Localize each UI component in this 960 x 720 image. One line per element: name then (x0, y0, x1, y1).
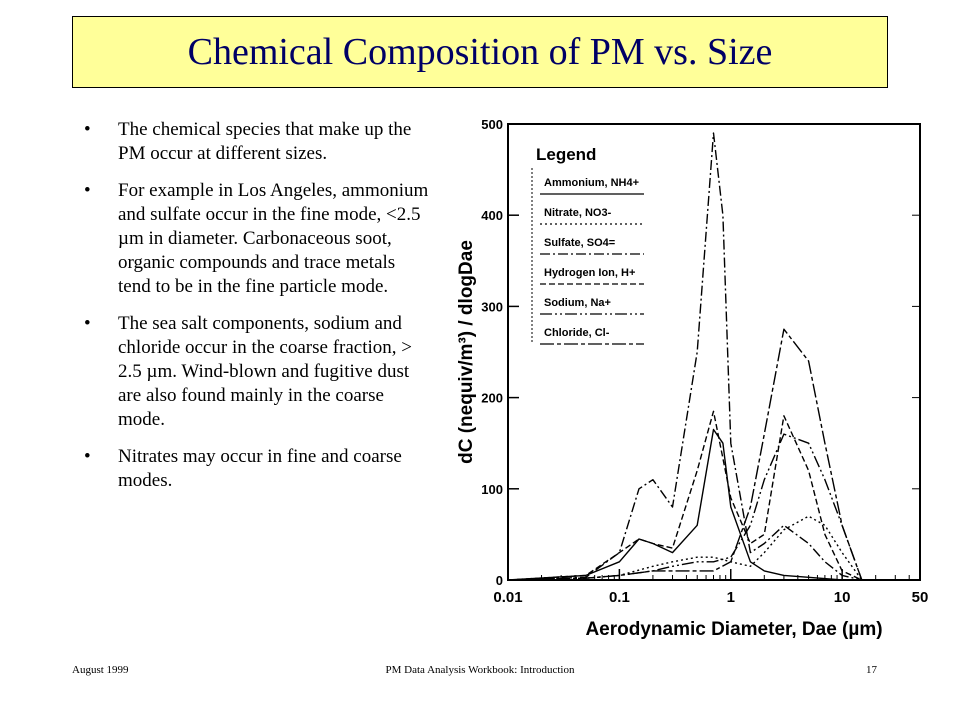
legend-title: Legend (536, 145, 596, 164)
series-line (507, 328, 863, 581)
legend-entry-label: Sulfate, SO4= (544, 237, 615, 249)
bullet-text: For example in Los Angeles, ammonium and… (118, 180, 429, 297)
slide-title: Chemical Composition of PM vs. Size (187, 31, 773, 73)
chart-container: 0.01 0.1 1 10 50 0 100 200 300 400 500 Aerodynamic … (452, 112, 942, 650)
y-axis-label: dC (nequiv/m³) / dlogDae (456, 240, 477, 464)
size-distribution-chart: 0.01 0.1 1 10 500100200300400500Aerodynamic … (456, 117, 929, 640)
bullet-text: The sea salt components, sodium and chlo… (118, 313, 412, 430)
x-tick-label: 0.1 (609, 589, 630, 606)
slide-title-box: Chemical Composition of PM vs. Size (72, 16, 888, 88)
y-tick-label: 400 (481, 208, 503, 223)
legend-entry-label: Hydrogen Ion, H+ (544, 267, 635, 279)
y-tick-label: 0 (496, 573, 503, 588)
x-tick-label: 10 (834, 589, 851, 606)
bullet-icon: • (84, 180, 91, 201)
legend-entry-label: Nitrate, NO3- (544, 207, 612, 219)
bullet-item: • Nitrates may occur in fine and coarse m… (84, 445, 432, 493)
footer-date: August 1999 (72, 664, 129, 676)
series-line (507, 428, 862, 581)
x-tick-label: 50 (912, 589, 929, 606)
bullet-icon: • (84, 313, 91, 334)
x-tick-label: 0.01 (493, 589, 522, 606)
legend-entry-label: Sodium, Na+ (544, 297, 611, 309)
y-tick-label: 500 (481, 117, 503, 132)
series-line (507, 132, 862, 581)
bullet-icon: • (84, 119, 91, 140)
bullet-icon: • (84, 446, 91, 467)
bullet-list: • The chemical species that make up the P… (84, 118, 432, 506)
y-tick-label: 300 (481, 299, 503, 314)
x-tick-label: 1 (727, 589, 735, 606)
bullet-item: • The sea salt components, sodium and chl… (84, 312, 432, 432)
bullet-item: • The chemical species that make up the P… (84, 118, 432, 166)
plot-frame (507, 123, 921, 581)
footer-source: PM Data Analysis Workbook: Introduction (385, 664, 575, 676)
footer-page-number: 17 (866, 664, 877, 676)
legend-entry-label: Chloride, Cl- (544, 327, 610, 339)
x-axis-label: Aerodynamic Diameter, Dae (µm) (585, 619, 882, 640)
y-tick-label: 200 (481, 391, 503, 406)
series-line (507, 410, 863, 581)
bullet-item: • For example in Los Angeles, ammonium an… (84, 179, 432, 299)
bullet-text: Nitrates may occur in fine and coarse mo… (118, 446, 402, 491)
legend-entry-label: Ammonium, NH4+ (544, 177, 639, 189)
y-tick-label: 100 (481, 482, 503, 497)
bullet-text: The chemical species that make up the PM… (118, 119, 412, 164)
